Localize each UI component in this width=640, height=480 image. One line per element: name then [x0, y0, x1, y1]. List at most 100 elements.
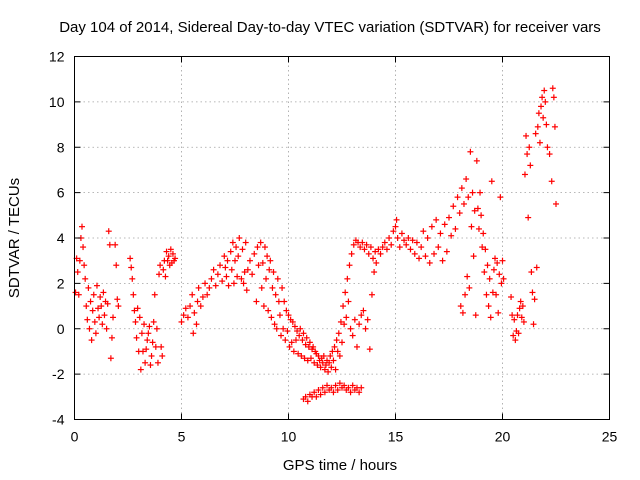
data-point	[84, 316, 91, 323]
data-point	[327, 352, 334, 359]
data-point	[473, 157, 480, 164]
data-point	[210, 266, 217, 273]
data-point	[195, 284, 202, 291]
data-point	[500, 275, 507, 282]
data-point	[88, 337, 95, 344]
data-point	[197, 303, 204, 310]
data-point	[454, 194, 461, 201]
data-point	[132, 318, 139, 325]
data-point	[345, 384, 352, 391]
data-point	[426, 259, 433, 266]
data-point	[420, 228, 427, 235]
data-point	[343, 314, 350, 321]
data-point	[388, 241, 395, 248]
y-tick-label: 4	[57, 230, 65, 246]
data-point	[229, 239, 236, 246]
data-point	[468, 223, 475, 230]
data-point	[249, 271, 256, 278]
data-point	[353, 343, 360, 350]
data-point	[383, 246, 390, 253]
data-point	[87, 298, 94, 305]
data-point	[225, 282, 232, 289]
data-point	[315, 352, 322, 359]
data-point	[553, 200, 559, 207]
data-point	[180, 312, 187, 319]
data-point	[359, 239, 366, 246]
data-point	[172, 255, 179, 262]
data-point	[280, 325, 287, 332]
data-point	[493, 291, 500, 298]
data-point	[367, 244, 374, 251]
data-point	[433, 216, 440, 223]
data-point	[241, 269, 248, 276]
data-point	[368, 291, 375, 298]
data-point	[328, 364, 335, 371]
data-point	[485, 303, 492, 310]
data-point	[322, 362, 329, 369]
data-point	[289, 318, 296, 325]
data-point	[266, 266, 273, 273]
data-point	[297, 325, 304, 332]
data-point	[300, 330, 307, 337]
data-point	[148, 352, 155, 359]
data-point	[392, 223, 399, 230]
data-point	[131, 307, 138, 314]
data-point	[515, 330, 522, 337]
data-point	[538, 103, 545, 110]
data-point	[321, 366, 328, 373]
data-point	[326, 359, 333, 366]
data-point	[470, 253, 477, 260]
data-point	[134, 305, 141, 312]
data-point	[520, 318, 527, 325]
data-point	[103, 325, 110, 332]
data-point	[508, 293, 515, 300]
data-point	[334, 387, 341, 394]
data-point	[550, 94, 557, 101]
data-point	[83, 303, 90, 310]
data-point	[398, 230, 405, 237]
gridlines	[74, 56, 610, 420]
data-point	[336, 380, 343, 387]
data-point	[540, 114, 547, 121]
data-point	[411, 250, 418, 257]
y-tick-label: -4	[52, 412, 65, 428]
data-point	[285, 312, 292, 319]
data-point	[268, 314, 275, 321]
data-point	[217, 262, 224, 269]
data-point	[160, 266, 167, 273]
data-point	[165, 253, 172, 260]
data-point	[416, 255, 423, 262]
data-point	[477, 189, 484, 196]
y-tick-label: 0	[57, 321, 65, 337]
data-point	[82, 275, 89, 282]
data-point	[523, 132, 530, 139]
data-point	[499, 257, 506, 264]
data-point	[258, 284, 265, 291]
data-point	[193, 321, 200, 328]
data-point	[479, 244, 486, 251]
data-point	[254, 244, 261, 251]
data-point	[282, 337, 289, 344]
data-point	[107, 355, 114, 362]
data-point	[275, 298, 282, 305]
data-point	[517, 298, 524, 305]
data-point	[273, 325, 280, 332]
data-point	[169, 250, 176, 257]
data-point	[514, 312, 521, 319]
data-point	[158, 343, 165, 350]
data-point	[390, 228, 397, 235]
data-point	[498, 280, 505, 287]
data-point	[435, 244, 442, 251]
data-point	[105, 228, 112, 235]
data-point	[150, 318, 157, 325]
y-tick-label: 2	[57, 275, 65, 291]
data-point	[269, 284, 276, 291]
data-point	[356, 389, 363, 396]
data-point	[265, 307, 272, 314]
data-point	[206, 284, 213, 291]
data-point	[365, 250, 372, 257]
data-point	[279, 284, 286, 291]
data-point	[108, 334, 115, 341]
data-point	[92, 330, 99, 337]
data-point	[377, 250, 384, 257]
